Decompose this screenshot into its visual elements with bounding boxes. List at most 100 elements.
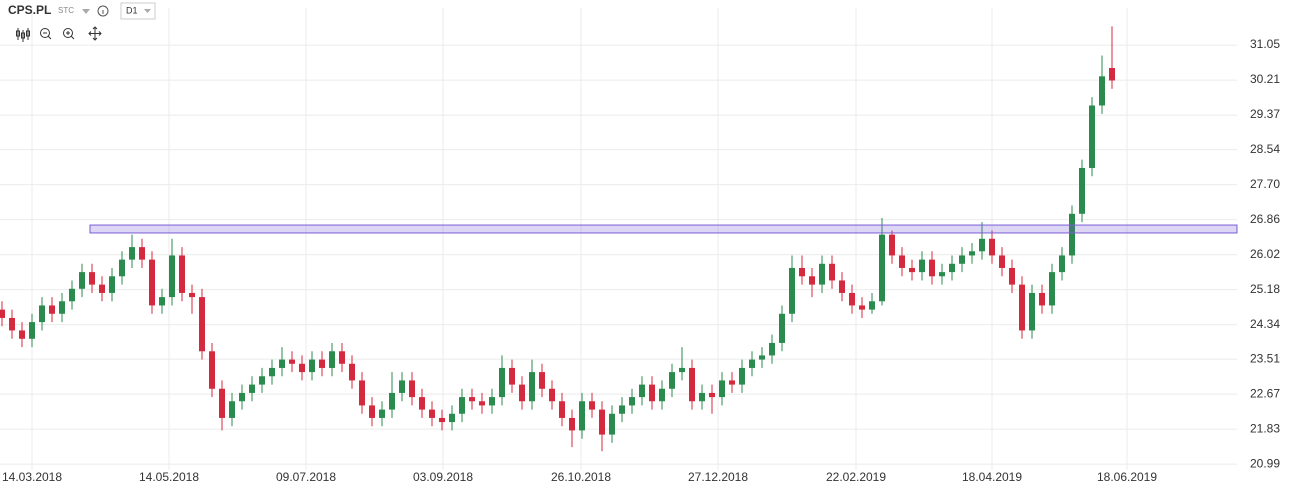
y-tick-label: 22.67 [1250, 386, 1280, 400]
candle-body [429, 409, 435, 418]
candle-body [1079, 167, 1085, 214]
chart-type-icon[interactable] [16, 28, 30, 42]
candle-body [509, 367, 515, 385]
candle-body [969, 251, 975, 256]
candle-body [609, 413, 615, 435]
candle-body [649, 384, 655, 402]
symbol[interactable]: CPS.PL [8, 3, 51, 17]
candle-body [989, 238, 995, 256]
candle-body [469, 397, 475, 402]
candle-body [219, 388, 225, 418]
candle-body [189, 292, 195, 298]
candle-body [359, 380, 365, 406]
y-tick-label: 28.54 [1250, 142, 1280, 156]
candle-body [829, 263, 835, 281]
candle-body [1019, 284, 1025, 331]
x-tick-label: 18.06.2019 [1097, 470, 1157, 484]
candle-body [159, 297, 165, 306]
candle-body [1029, 292, 1035, 331]
source[interactable]: STC [58, 6, 74, 15]
candle-body [699, 392, 705, 402]
candle-body [729, 380, 735, 385]
candle-body [629, 397, 635, 406]
candle-body [859, 305, 865, 310]
candle-body [9, 317, 15, 331]
candle-body [519, 384, 525, 402]
candle-body [939, 272, 945, 277]
x-tick-label: 09.07.2018 [276, 470, 336, 484]
candle-body [739, 367, 745, 385]
source-dropdown[interactable] [82, 9, 90, 14]
candle-body [749, 359, 755, 368]
info-icon[interactable] [97, 5, 109, 17]
candle-body [579, 401, 585, 431]
candle-body [1069, 213, 1075, 256]
candle-body [529, 372, 535, 402]
candle-body [259, 376, 265, 385]
timeframe-dropdown[interactable] [144, 9, 151, 13]
plot [0, 26, 1238, 452]
y-tick-label: 25.18 [1250, 282, 1280, 296]
candle-body [569, 417, 575, 431]
candle-body [839, 280, 845, 293]
candle-body [99, 284, 105, 293]
timeframe-box[interactable] [120, 2, 156, 20]
candle-body [269, 367, 275, 377]
candle-body [919, 259, 925, 273]
candle-body [89, 272, 95, 285]
zoom-in-icon[interactable] [63, 28, 75, 40]
timeframe[interactable]: D1 [126, 5, 138, 15]
candle-body [319, 359, 325, 368]
candle-body [29, 322, 35, 339]
candle-body [849, 292, 855, 306]
y-tick-label: 23.51 [1250, 351, 1280, 365]
y-tick-label: 29.37 [1250, 107, 1280, 121]
candle-body [79, 272, 85, 289]
candle-body [249, 384, 255, 393]
candle-body [1039, 292, 1045, 306]
candle-body [439, 417, 445, 423]
candle-body [19, 330, 25, 339]
candle-body [539, 372, 545, 389]
candle-body [589, 401, 595, 410]
candle-body [689, 367, 695, 402]
pan-icon[interactable] [88, 26, 102, 41]
candle-body [419, 397, 425, 410]
candle-body [949, 263, 955, 273]
grid [0, 8, 1237, 470]
y-tick-label: 27.70 [1250, 177, 1280, 191]
candle-body [779, 313, 785, 343]
candle-body [759, 355, 765, 360]
candle-body [49, 305, 55, 314]
y-tick-label: 30.21 [1250, 72, 1280, 86]
zoom-out-icon[interactable] [40, 28, 52, 40]
candle-body [399, 380, 405, 393]
candle-body [339, 351, 345, 364]
candle-body [449, 413, 455, 423]
candle-body [909, 267, 915, 273]
candle-body [299, 363, 305, 373]
candle-body [559, 401, 565, 418]
candle-body [719, 380, 725, 398]
y-tick-label: 26.02 [1250, 247, 1280, 261]
candle-body [199, 297, 205, 352]
candle-body [379, 409, 385, 418]
candle-body [279, 359, 285, 368]
candle-body [929, 259, 935, 277]
candle-body [879, 234, 885, 302]
price-zone [89, 224, 1238, 234]
candle-body [769, 342, 775, 356]
candle-body [499, 367, 505, 398]
candle-body [309, 359, 315, 373]
candle-body [169, 255, 175, 298]
candle-body [889, 234, 895, 256]
x-tick-label: 22.02.2019 [826, 470, 886, 484]
candle-body [1059, 255, 1065, 273]
candle-body [0, 309, 6, 318]
x-tick-label: 14.05.2018 [139, 470, 199, 484]
candle-body [349, 363, 355, 381]
x-tick-label: 18.04.2019 [962, 470, 1022, 484]
candle-body [799, 267, 805, 277]
candle-body [599, 409, 605, 435]
